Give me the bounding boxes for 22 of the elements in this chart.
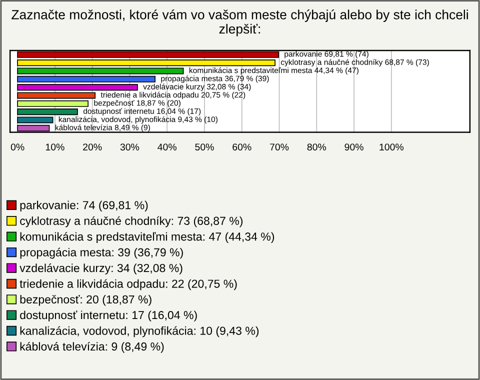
- x-tick-label: 40%: [158, 144, 176, 150]
- x-tick-label: 50%: [195, 144, 214, 150]
- x-tick-label: 80%: [307, 144, 326, 150]
- x-tick-label: 60%: [232, 144, 252, 150]
- legend-label: kanalizácia, vodovod, plynofikácia: 10 (9,43 %): [20, 326, 259, 338]
- legend-label: vzdelávacie kurzy: 34 (32,08 %): [20, 264, 182, 274]
- legend-label: bezpečnosť: 20 (18,87 %): [20, 295, 152, 306]
- legend-label: propagácia mesta: 39 (36,79 %): [20, 248, 183, 259]
- x-tick-label: 90%: [344, 144, 364, 150]
- legend-label: parkovanie: 74 (69,81 %): [20, 200, 148, 212]
- x-tick-label: 0%: [10, 144, 24, 150]
- legend-label: dostupnosť internetu: 17 (16,04 %): [20, 310, 197, 322]
- legend-label: triedenie a likvidácia odpadu: 22 (20,75 %): [20, 279, 237, 290]
- x-tick-label: 30%: [120, 144, 140, 150]
- legend-label: cyklotrasy a náučné chodníky: 73 (68,87 %): [20, 216, 243, 228]
- x-tick-label: 10%: [46, 144, 64, 150]
- x-tick-label: 70%: [270, 144, 289, 150]
- chart-title: Zaznačte možnosti, ktoré vám vo vašom meste chýbajú alebo by ste ich chceli zlepšiť:: [12, 10, 468, 36]
- legend-label: káblová televízia: 9 (8,49 %): [20, 342, 164, 353]
- x-tick-label: 100%: [380, 144, 404, 150]
- x-tick-label: 20%: [83, 144, 102, 150]
- legend-label: komunikácia s predstaviteľmi mesta: 47 (44,34 %): [20, 232, 274, 243]
